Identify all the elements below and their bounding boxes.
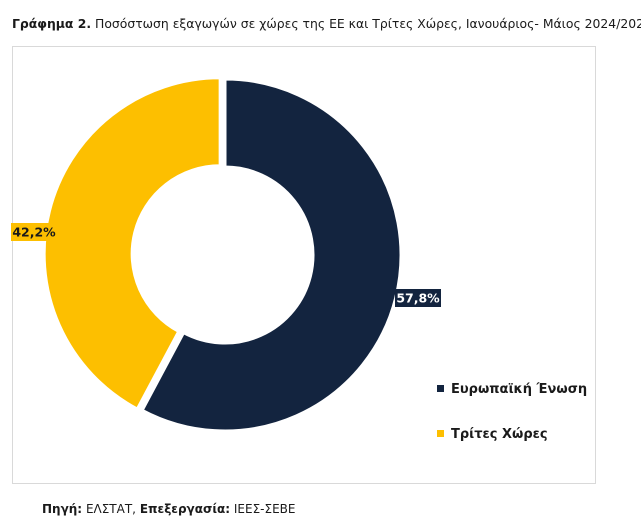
figure-label: Γράφημα 2. <box>12 16 92 31</box>
legend-item-european-union: Ευρωπαϊκή Ένωση <box>437 382 587 397</box>
data-label-text: 57,8% <box>396 291 440 306</box>
legend-item-third-countries: Τρίτες Χώρες <box>437 427 548 442</box>
legend-swatch <box>437 385 444 392</box>
figure-title-text: Ποσόστωση εξαγωγών σε χώρες της ΕΕ και Τ… <box>95 16 641 31</box>
data-label-european-union: 57,8% <box>395 289 441 307</box>
processing-value: ΙΕΕΣ-ΣΕΒΕ <box>233 502 296 516</box>
legend-swatch <box>437 430 444 437</box>
chart-title: Γράφημα 2. Ποσόστωση εξαγωγών σε χώρες τ… <box>12 16 641 31</box>
legend-label: Τρίτες Χώρες <box>451 427 548 442</box>
source-label: Πηγή: <box>42 502 83 516</box>
slice-european-union <box>140 77 403 433</box>
data-label-box <box>11 223 57 241</box>
slice-third-countries <box>42 76 222 412</box>
source-value: ΕΛΣΤΑΤ, <box>85 502 136 516</box>
data-label-text: 42,2% <box>12 225 56 240</box>
data-label-third-countries: 42,2% <box>11 223 57 241</box>
legend-label: Ευρωπαϊκή Ένωση <box>451 382 587 397</box>
data-label-box <box>395 289 441 307</box>
processing-label: Επεξεργασία: <box>139 502 231 516</box>
source-note: Πηγή: ΕΛΣΤΑΤ, Επεξεργασία: ΙΕΕΣ-ΣΕΒΕ <box>42 502 295 516</box>
